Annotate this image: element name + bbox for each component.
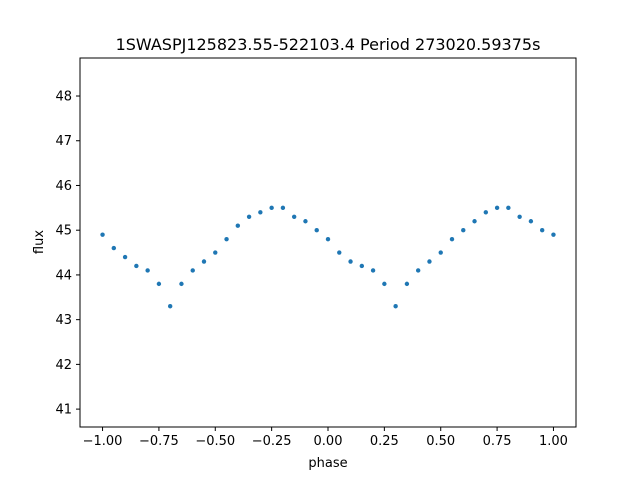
data-point [246,214,252,219]
x-axis-ticks: −1.00 −0.75 −0.50 −0.25 0.00 0.25 0.50 0.75 1.00 [83,427,568,449]
data-point [179,281,184,287]
y-tick-label: 44 [55,268,72,283]
data-point [551,232,556,237]
data-point [539,228,545,233]
data-point [156,281,162,287]
data-point [506,205,511,211]
y-tick-label: 43 [55,313,72,328]
data-point [167,304,173,309]
x-axis-label: phase [308,456,347,471]
y-tick-label: 42 [55,358,72,373]
y-tick-label: 48 [55,90,72,105]
data-points [100,205,556,309]
x-tick-label: −0.50 [195,434,235,449]
data-point [337,250,342,255]
y-tick-label: 41 [55,403,72,418]
data-point [235,223,241,228]
data-point [145,268,150,273]
data-point [449,236,455,242]
data-point [134,263,139,269]
data-point [494,205,500,211]
data-point [415,268,421,273]
x-tick-label: 0.00 [314,434,343,449]
data-point [359,263,365,269]
data-point [190,268,195,273]
data-point [201,259,207,264]
data-point [517,214,522,219]
data-point [438,250,443,255]
data-point [461,228,466,233]
data-point [224,236,229,242]
data-point [325,236,331,242]
data-point [111,245,117,251]
data-point [100,232,105,237]
data-point [291,214,297,219]
data-point [122,254,128,260]
data-point [427,259,432,264]
data-point [393,304,398,309]
data-point [213,250,218,255]
x-tick-label: 0.75 [483,434,512,449]
x-tick-label: −0.75 [139,434,179,449]
data-point [258,210,263,215]
x-tick-label: 0.25 [370,434,399,449]
data-point [269,205,274,211]
y-tick-label: 47 [55,134,72,149]
y-tick-label: 45 [55,224,72,239]
x-tick-label: −0.25 [252,434,292,449]
data-point [472,219,477,224]
data-point [314,228,319,233]
data-point [370,268,376,273]
chart-title: 1SWASPJ125823.55-522103.4 Period 273020.… [116,35,541,54]
y-tick-label: 46 [55,179,72,194]
data-point [303,219,308,224]
data-point [382,281,387,287]
x-tick-label: −1.00 [83,434,123,449]
y-axis-ticks: 41 42 43 44 45 46 47 48 [55,90,80,418]
y-axis-label: flux [32,230,47,254]
data-point [348,259,353,264]
x-tick-label: 1.00 [539,434,568,449]
data-point [483,210,489,215]
data-point [528,219,534,224]
x-tick-label: 0.50 [426,434,455,449]
data-point [404,281,410,287]
data-point [280,205,286,211]
